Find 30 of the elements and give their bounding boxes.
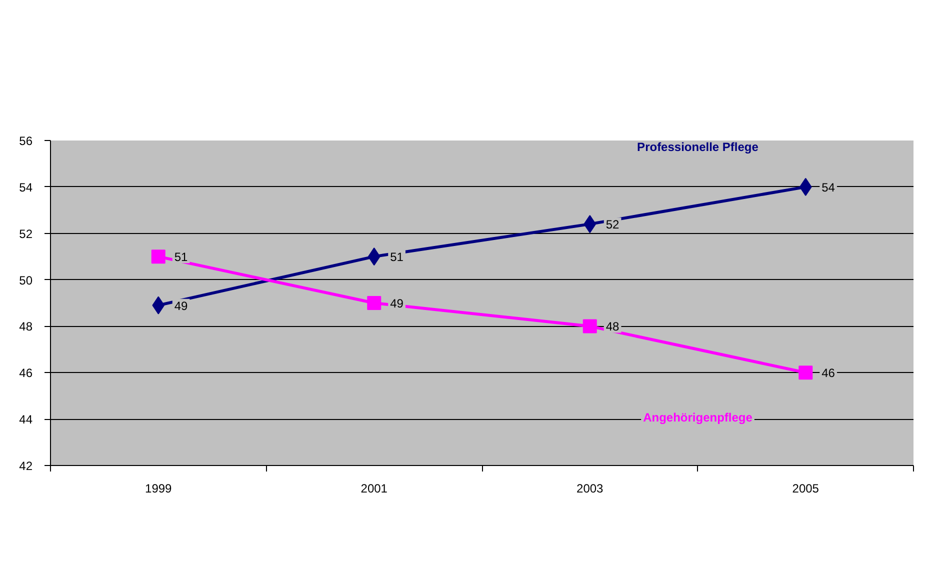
x-tick-label: 1999 (145, 482, 172, 496)
data-label: 51 (390, 250, 404, 264)
x-tick-label: 2005 (792, 482, 820, 496)
data-label: 49 (174, 298, 188, 313)
y-tick-label: 46 (19, 366, 33, 380)
point (367, 296, 382, 310)
y-tick-label: 56 (19, 134, 33, 148)
text: Professionelle Pflege (637, 140, 759, 154)
y-tick-label: 52 (19, 226, 33, 241)
text: Angehörigenpflege (643, 410, 753, 425)
point (151, 250, 166, 264)
point (582, 319, 597, 334)
data-label: 52 (606, 218, 620, 232)
data-label: 54 (822, 180, 836, 194)
data-label: 51 (174, 250, 188, 264)
point (798, 366, 813, 380)
point (368, 248, 380, 266)
x-tick-label: 2001 (360, 482, 388, 496)
y-tick-label: 42 (19, 459, 33, 473)
data-label: 49 (390, 296, 404, 310)
data-label: 48 (606, 320, 620, 334)
y-tick-label: 54 (19, 180, 33, 194)
y-tick-label: 50 (19, 273, 33, 288)
y-tick-label: 48 (19, 320, 33, 334)
y-tick-label: 44 (19, 412, 33, 427)
point (152, 296, 165, 314)
data-label: 46 (822, 366, 836, 380)
point (584, 215, 596, 234)
point (799, 178, 812, 196)
x-tick-label: 2003 (576, 482, 604, 496)
